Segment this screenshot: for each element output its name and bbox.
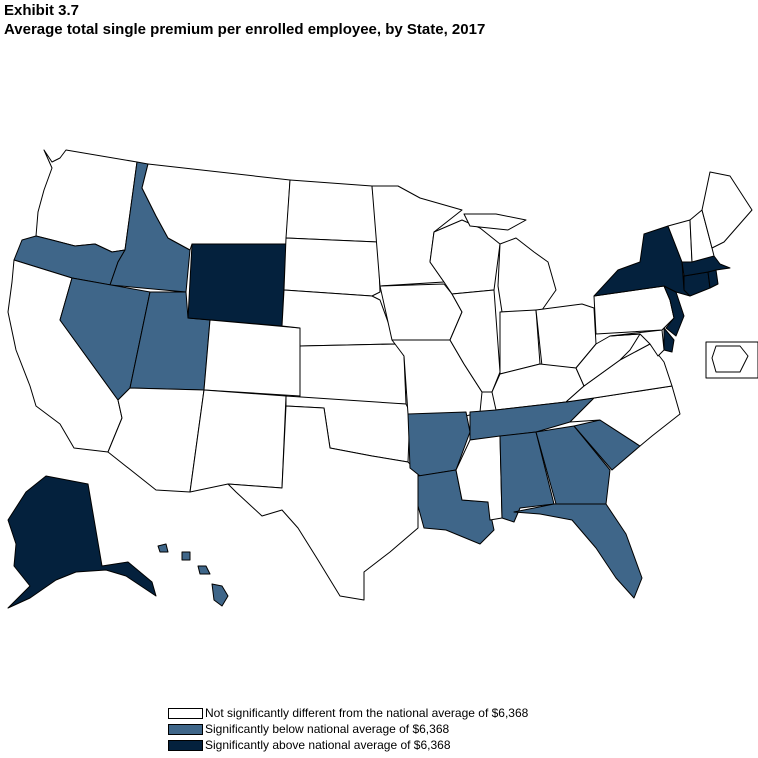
state-NM: [189, 389, 287, 493]
map-legend: Not significantly different from the nat…: [168, 705, 528, 753]
state-IA: [379, 283, 463, 341]
state-GA: [535, 425, 611, 505]
state-FL: [513, 503, 643, 599]
state-SD: [283, 237, 381, 297]
legend-swatch: [168, 707, 203, 719]
state-ME: [701, 171, 753, 249]
state-NH: [689, 209, 715, 263]
legend-swatch: [168, 739, 203, 751]
state-WY: [187, 243, 287, 327]
state-DC: [705, 341, 758, 379]
state-RI: [707, 269, 719, 289]
us-state-map: [7, 149, 758, 609]
state-IN: [499, 309, 541, 375]
legend-label: Significantly above national average of …: [205, 738, 451, 752]
state-WI: [429, 219, 501, 295]
state-CO: [203, 319, 301, 397]
state-KS: [299, 343, 407, 405]
state-NJ: [663, 285, 685, 337]
state-IL: [449, 289, 501, 393]
state-TX: [227, 405, 419, 601]
state-DE: [663, 327, 675, 353]
map-title: Average total single premium per enrolle…: [4, 21, 486, 38]
state-WA: [35, 149, 138, 253]
legend-label: Significantly below national average of …: [205, 722, 450, 736]
legend-item: Significantly above national average of …: [168, 737, 528, 753]
legend-item: Significantly below national average of …: [168, 721, 528, 737]
state-HI: [157, 543, 229, 607]
state-ND: [285, 179, 379, 243]
legend-swatch: [168, 723, 203, 735]
state-AZ: [107, 387, 205, 493]
exhibit-label: Exhibit 3.7: [4, 2, 80, 19]
state-WV: [575, 333, 641, 387]
state-MI: [463, 213, 557, 313]
legend-item: Not significantly different from the nat…: [168, 705, 528, 721]
state-AK: [7, 475, 157, 609]
legend-label: Not significantly different from the nat…: [205, 706, 529, 720]
